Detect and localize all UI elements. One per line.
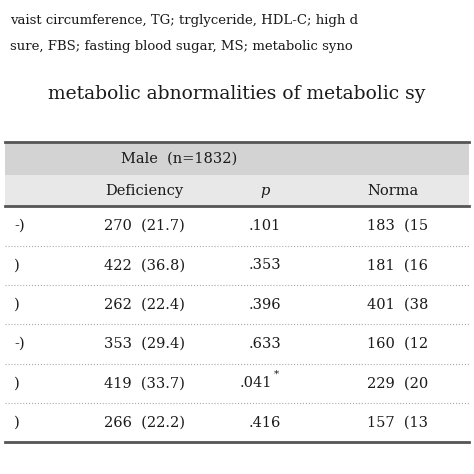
Text: .353: .353 [248, 258, 281, 272]
Text: 181  (16: 181 (16 [367, 258, 428, 272]
Text: 157  (13: 157 (13 [367, 416, 428, 429]
Text: 229  (20: 229 (20 [367, 376, 428, 390]
Text: ): ) [14, 416, 20, 429]
Text: Male  (n=1832): Male (n=1832) [121, 152, 237, 166]
Text: vaist circumference, TG; trglyceride, HDL-C; high d: vaist circumference, TG; trglyceride, HD… [9, 14, 358, 27]
Text: ): ) [14, 376, 20, 390]
Text: p: p [260, 184, 270, 198]
Text: Norma: Norma [367, 184, 418, 198]
Text: 401  (38: 401 (38 [367, 298, 428, 311]
Text: Deficiency: Deficiency [105, 184, 183, 198]
Text: 262  (22.4): 262 (22.4) [104, 298, 185, 311]
Text: sure, FBS; fasting blood sugar, MS; metabolic syno: sure, FBS; fasting blood sugar, MS; meta… [9, 40, 352, 53]
Text: .396: .396 [248, 298, 281, 311]
Text: 419  (33.7): 419 (33.7) [104, 376, 185, 390]
Text: .041: .041 [239, 376, 272, 390]
Text: 353  (29.4): 353 (29.4) [104, 337, 185, 351]
Text: metabolic abnormalities of metabolic sy: metabolic abnormalities of metabolic sy [48, 85, 426, 103]
Text: .416: .416 [249, 416, 281, 429]
Text: .633: .633 [248, 337, 281, 351]
Bar [5, 175, 469, 206]
Text: -): -) [14, 337, 25, 351]
Text: 270  (21.7): 270 (21.7) [104, 219, 184, 233]
Text: 183  (15: 183 (15 [367, 219, 428, 233]
Text: ): ) [14, 258, 20, 272]
Text: -): -) [14, 219, 25, 233]
Bar [5, 142, 469, 175]
Text: ): ) [14, 298, 20, 311]
Text: *: * [274, 370, 279, 379]
Text: 160  (12: 160 (12 [367, 337, 428, 351]
Text: 422  (36.8): 422 (36.8) [104, 258, 185, 272]
Text: .101: .101 [249, 219, 281, 233]
Text: 266  (22.2): 266 (22.2) [104, 416, 185, 429]
